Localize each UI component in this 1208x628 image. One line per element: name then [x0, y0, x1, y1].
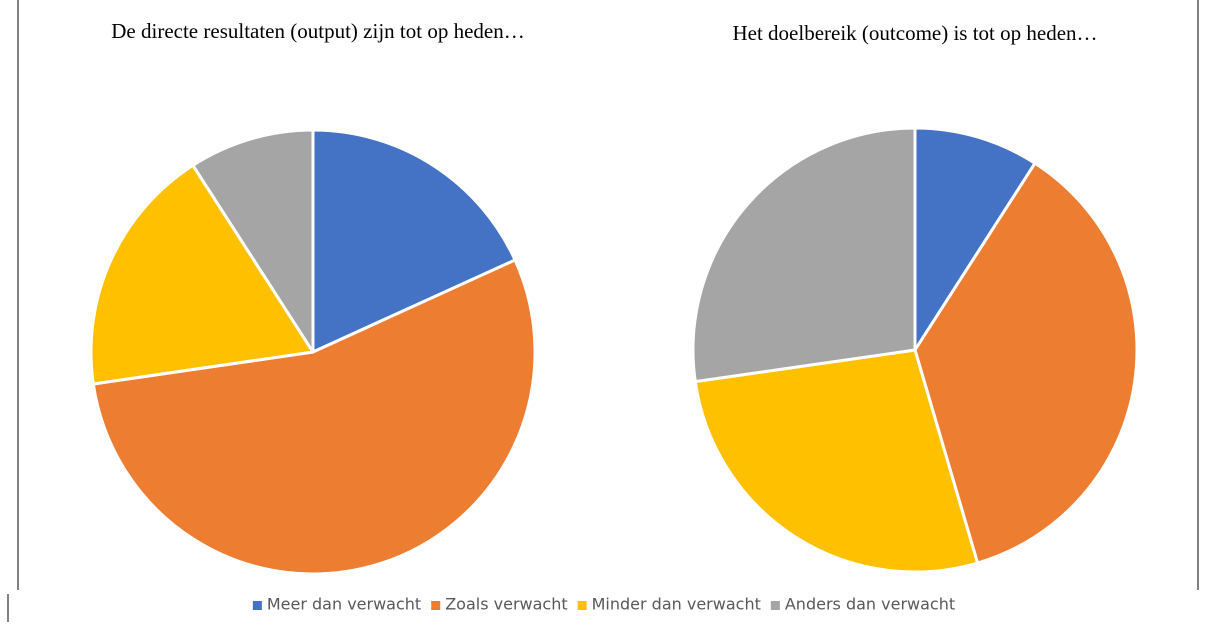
chart-title: Het doelbereik (outcome) is tot op heden… — [732, 21, 1098, 45]
legend-label: Anders dan verwacht — [785, 595, 955, 614]
legend-swatch — [431, 601, 441, 610]
pie-slice — [191, 128, 315, 354]
pie-slice — [693, 348, 980, 574]
pie-slice — [913, 126, 1037, 352]
pie-slice — [691, 126, 917, 384]
legend-swatch — [577, 601, 587, 610]
legend-label: Zoals verwacht — [445, 595, 567, 614]
legend-swatch — [252, 601, 262, 610]
legend-label: Meer dan verwacht — [267, 595, 421, 614]
pie-slice — [913, 161, 1139, 565]
legend-swatch — [770, 601, 780, 610]
legend-label: Minder dan verwacht — [592, 595, 761, 614]
pie-slice — [89, 163, 315, 386]
pie-slice — [91, 258, 537, 576]
chart-title: De directe resultaten (output) zijn tot … — [111, 19, 525, 43]
pie-slice — [311, 128, 517, 354]
